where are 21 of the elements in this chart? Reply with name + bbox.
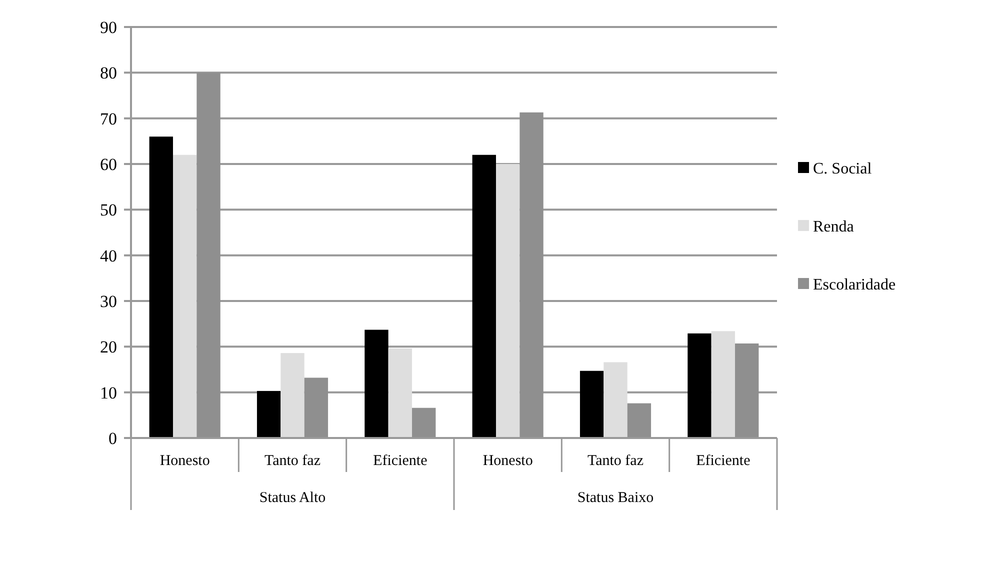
y-tick-label: 60: [100, 154, 117, 174]
legend-label: Renda: [813, 218, 854, 236]
y-tick-label: 70: [100, 109, 117, 128]
y-tick-label: 30: [100, 292, 117, 311]
legend-label: C. Social: [813, 160, 872, 178]
text: Status Baixo: [577, 490, 654, 506]
text: Status Alto: [259, 490, 326, 506]
y-tick-label: 10: [100, 383, 117, 402]
y-tick-label: 80: [100, 64, 117, 83]
x-tick-label: Honesto: [160, 453, 210, 469]
y-tick-label: 20: [100, 338, 117, 357]
x-tick-label: Tanto faz: [587, 453, 644, 469]
x-tick-label: Eficiente: [696, 453, 751, 469]
x-tick-label: Honesto: [482, 453, 533, 469]
legend-label: Escolaridade: [813, 276, 896, 294]
y-tick-label: 50: [100, 200, 117, 220]
x-tick-label: Tanto faz: [264, 453, 321, 469]
y-tick-label: 0: [108, 428, 117, 448]
x-tick-label: Eficiente: [373, 453, 428, 469]
y-tick-label: 40: [100, 246, 117, 266]
y-tick-label: 90: [100, 18, 117, 37]
